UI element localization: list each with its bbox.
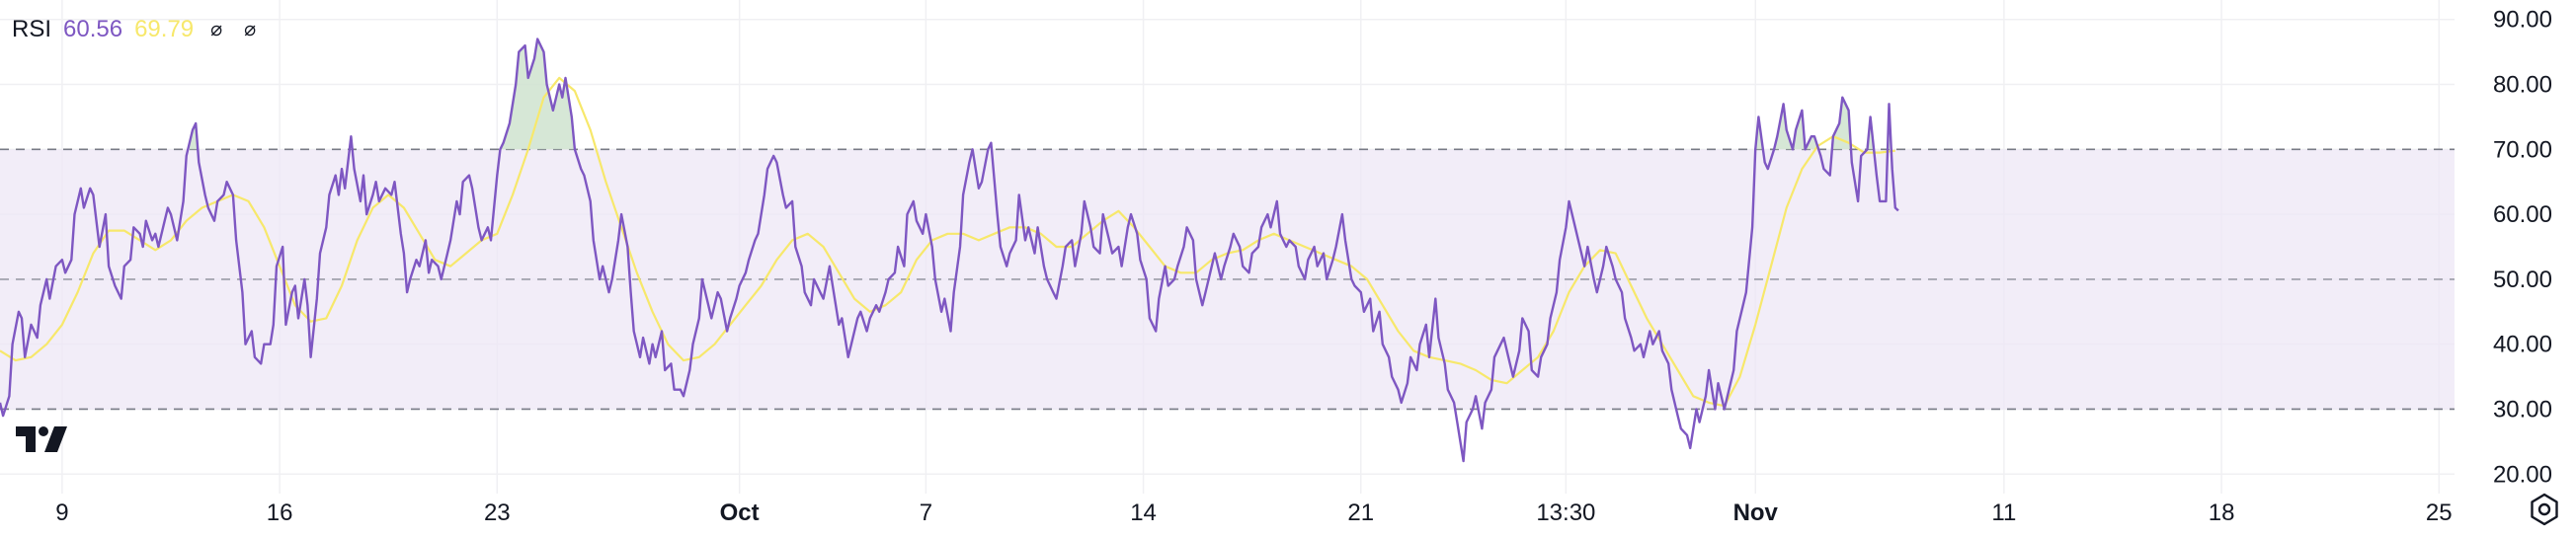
overbought-fill <box>188 38 1892 150</box>
y-tick-label: 50.00 <box>2493 267 2552 293</box>
y-axis: 90.00 80.00 70.00 60.00 50.00 40.00 30.00 20.00 <box>2493 7 2552 489</box>
x-tick-label: 18 <box>2209 500 2235 526</box>
y-tick-label: 40.00 <box>2493 332 2552 358</box>
tradingview-logo[interactable] <box>14 423 79 456</box>
empty-set-icon: ⌀ <box>244 19 257 40</box>
x-tick-label: 23 <box>484 500 511 526</box>
x-tick-label: Nov <box>1733 500 1779 526</box>
y-tick-label: 90.00 <box>2493 7 2552 34</box>
ma-value: 69.79 <box>134 16 195 42</box>
y-tick-label: 60.00 <box>2493 201 2552 228</box>
x-axis: 9 16 23 Oct 7 14 21 13:30 Nov 11 18 25 <box>55 500 2452 526</box>
x-tick-label: 13:30 <box>1536 500 1595 526</box>
x-tick-label: 21 <box>1347 500 1374 526</box>
x-tick-label: 11 <box>1991 500 2016 526</box>
y-tick-label: 30.00 <box>2493 396 2552 423</box>
x-tick-label: 7 <box>920 500 932 526</box>
settings-icon[interactable] <box>2527 492 2562 527</box>
rsi-value: 60.56 <box>63 16 123 42</box>
empty-set-icon: ⌀ <box>210 19 223 40</box>
indicator-legend[interactable]: RSI 60.56 69.79 ⌀ ⌀ <box>12 14 261 45</box>
x-tick-label: Oct <box>720 500 760 526</box>
y-tick-label: 80.00 <box>2493 72 2552 99</box>
x-tick-label: 16 <box>267 500 293 526</box>
x-tick-label: 9 <box>55 500 68 526</box>
x-tick-label: 25 <box>2426 500 2453 526</box>
y-tick-label: 70.00 <box>2493 136 2552 163</box>
x-tick-label: 14 <box>1130 500 1157 526</box>
rsi-series-line <box>0 38 1899 463</box>
ma-series-line <box>0 76 1895 408</box>
indicator-label[interactable]: RSI <box>12 16 52 42</box>
y-tick-label: 20.00 <box>2493 461 2552 488</box>
